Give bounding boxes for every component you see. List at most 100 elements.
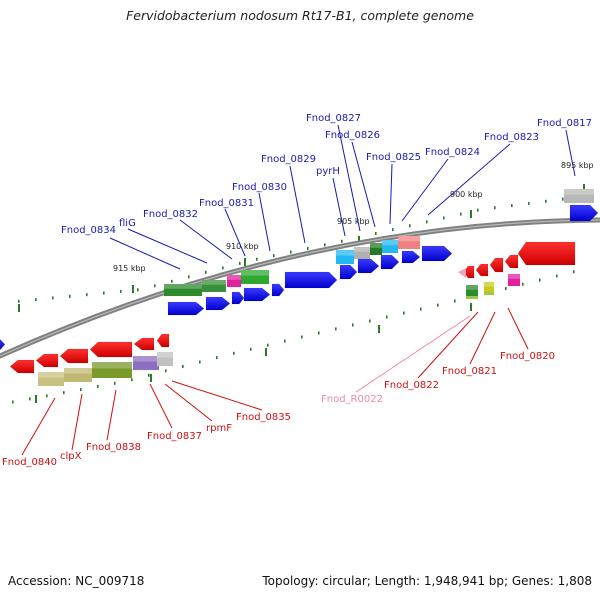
gene-label-top: Fnod_0825 — [366, 152, 421, 163]
grid-dot — [318, 331, 320, 335]
grid-dot — [216, 356, 218, 360]
forward-gene-arrow — [271, 283, 285, 297]
annotation-bar-shine — [241, 270, 269, 276]
gene-label-top: Fnod_0832 — [143, 209, 198, 220]
scale-tick — [583, 184, 585, 192]
annotation-bar-shine — [64, 368, 92, 374]
label-leader-lines — [21, 124, 576, 456]
grid-dot — [12, 400, 14, 404]
annotation-bar-shine — [354, 247, 370, 252]
grid-dot — [573, 270, 575, 274]
grid-dot — [148, 373, 150, 377]
gene-label-bottom: clpX — [60, 451, 82, 462]
reverse-gene-arrow — [504, 254, 519, 269]
annotation-bar — [38, 372, 64, 386]
leader-line-bottom — [417, 311, 479, 379]
grid-dot — [324, 243, 326, 247]
scale-tick — [378, 325, 380, 333]
gene-label-top: Fnod_0817 — [537, 118, 592, 129]
annotation-bar — [466, 285, 478, 297]
annotation-bar — [564, 189, 594, 203]
grid-dot — [545, 199, 547, 203]
grid-dots — [12, 196, 581, 404]
grid-dot — [352, 323, 354, 327]
grid-dot — [494, 206, 496, 210]
forward-gene-arrow — [284, 271, 338, 289]
gene-arrows — [0, 204, 599, 374]
grid-dot — [284, 339, 286, 343]
leader-line-top — [389, 163, 393, 225]
annotation-bar — [133, 356, 159, 370]
leader-line-bottom — [355, 315, 471, 393]
grid-dot — [154, 284, 156, 288]
grid-dot — [426, 220, 428, 224]
gene-label-top: Fnod_0827 — [306, 113, 361, 124]
reverse-gene-arrow — [489, 257, 504, 273]
scale-tick — [35, 395, 37, 403]
annotation-bar — [64, 368, 92, 382]
reverse-gene-arrow — [89, 341, 133, 358]
scale-tick — [150, 374, 152, 382]
annotation-bar — [164, 284, 202, 296]
annotation-bar-shine — [227, 275, 241, 280]
gene-label-top: Fnod_0830 — [232, 182, 287, 193]
annotation-bar — [382, 240, 398, 253]
grid-dot — [301, 335, 303, 339]
annotation-bar-shine — [382, 240, 398, 246]
annotation-bar — [241, 270, 269, 284]
forward-gene-arrow — [339, 264, 358, 280]
annotation-bar-shine — [370, 243, 382, 248]
leader-line-top — [332, 177, 346, 237]
annotation-bar — [336, 250, 354, 264]
grid-dot — [171, 279, 173, 283]
grid-dot — [29, 397, 31, 401]
scale-tick-label: 915 kbp — [113, 264, 146, 273]
grid-dot — [386, 315, 388, 319]
forward-gene-arrow — [357, 258, 380, 274]
grid-dot — [409, 224, 411, 228]
annotation-bar-shine — [38, 372, 64, 378]
grid-dot — [369, 319, 371, 323]
backbone-highlight — [0, 219, 600, 357]
grid-dot — [403, 311, 405, 315]
grid-dot — [528, 201, 530, 205]
accession-text: Accession: NC_009718 — [8, 574, 145, 588]
gene-label-top: Fnod_0831 — [199, 198, 254, 209]
grid-dot — [505, 286, 507, 290]
grid-dot — [256, 257, 258, 261]
gene-label-bottom: rpmF — [206, 423, 232, 434]
leader-line-top — [351, 141, 376, 228]
grid-dot — [454, 299, 456, 303]
genome-title: Fervidobacterium nodosum Rt17-B1, comple… — [126, 8, 474, 23]
grid-dot — [443, 216, 445, 220]
grid-dot — [273, 254, 275, 258]
reverse-gene-arrow — [517, 241, 576, 266]
annotation-bar-shine — [508, 274, 520, 279]
leader-line-top — [565, 129, 576, 177]
annotation-bar — [227, 275, 241, 287]
gene-label-top: Fnod_0824 — [425, 147, 480, 158]
grid-dot — [199, 360, 201, 364]
scale-tick-label: 905 kbp — [337, 217, 370, 226]
leader-line-bottom — [164, 383, 213, 422]
reverse-gene-arrow — [133, 337, 155, 351]
grid-dot — [239, 261, 241, 265]
annotation-bar — [508, 274, 520, 286]
grid-dot — [188, 275, 190, 279]
leader-line-bottom — [106, 389, 117, 441]
forward-gene-arrow — [231, 291, 245, 305]
gene-label-top: pyrH — [316, 166, 340, 177]
annotation-bar-shine — [336, 250, 354, 256]
annotation-bar — [157, 352, 173, 366]
gene-label-bottom: Fnod_0837 — [147, 431, 202, 442]
annotation-bar-shine — [133, 356, 159, 362]
grid-dot — [86, 293, 88, 297]
grid-dot — [131, 378, 133, 382]
annotation-bar — [484, 292, 494, 295]
leader-line-top — [289, 165, 306, 244]
grid-dot — [103, 291, 105, 295]
scale-tick — [18, 304, 20, 312]
grid-dot — [137, 288, 139, 292]
grid-dot — [250, 347, 252, 351]
